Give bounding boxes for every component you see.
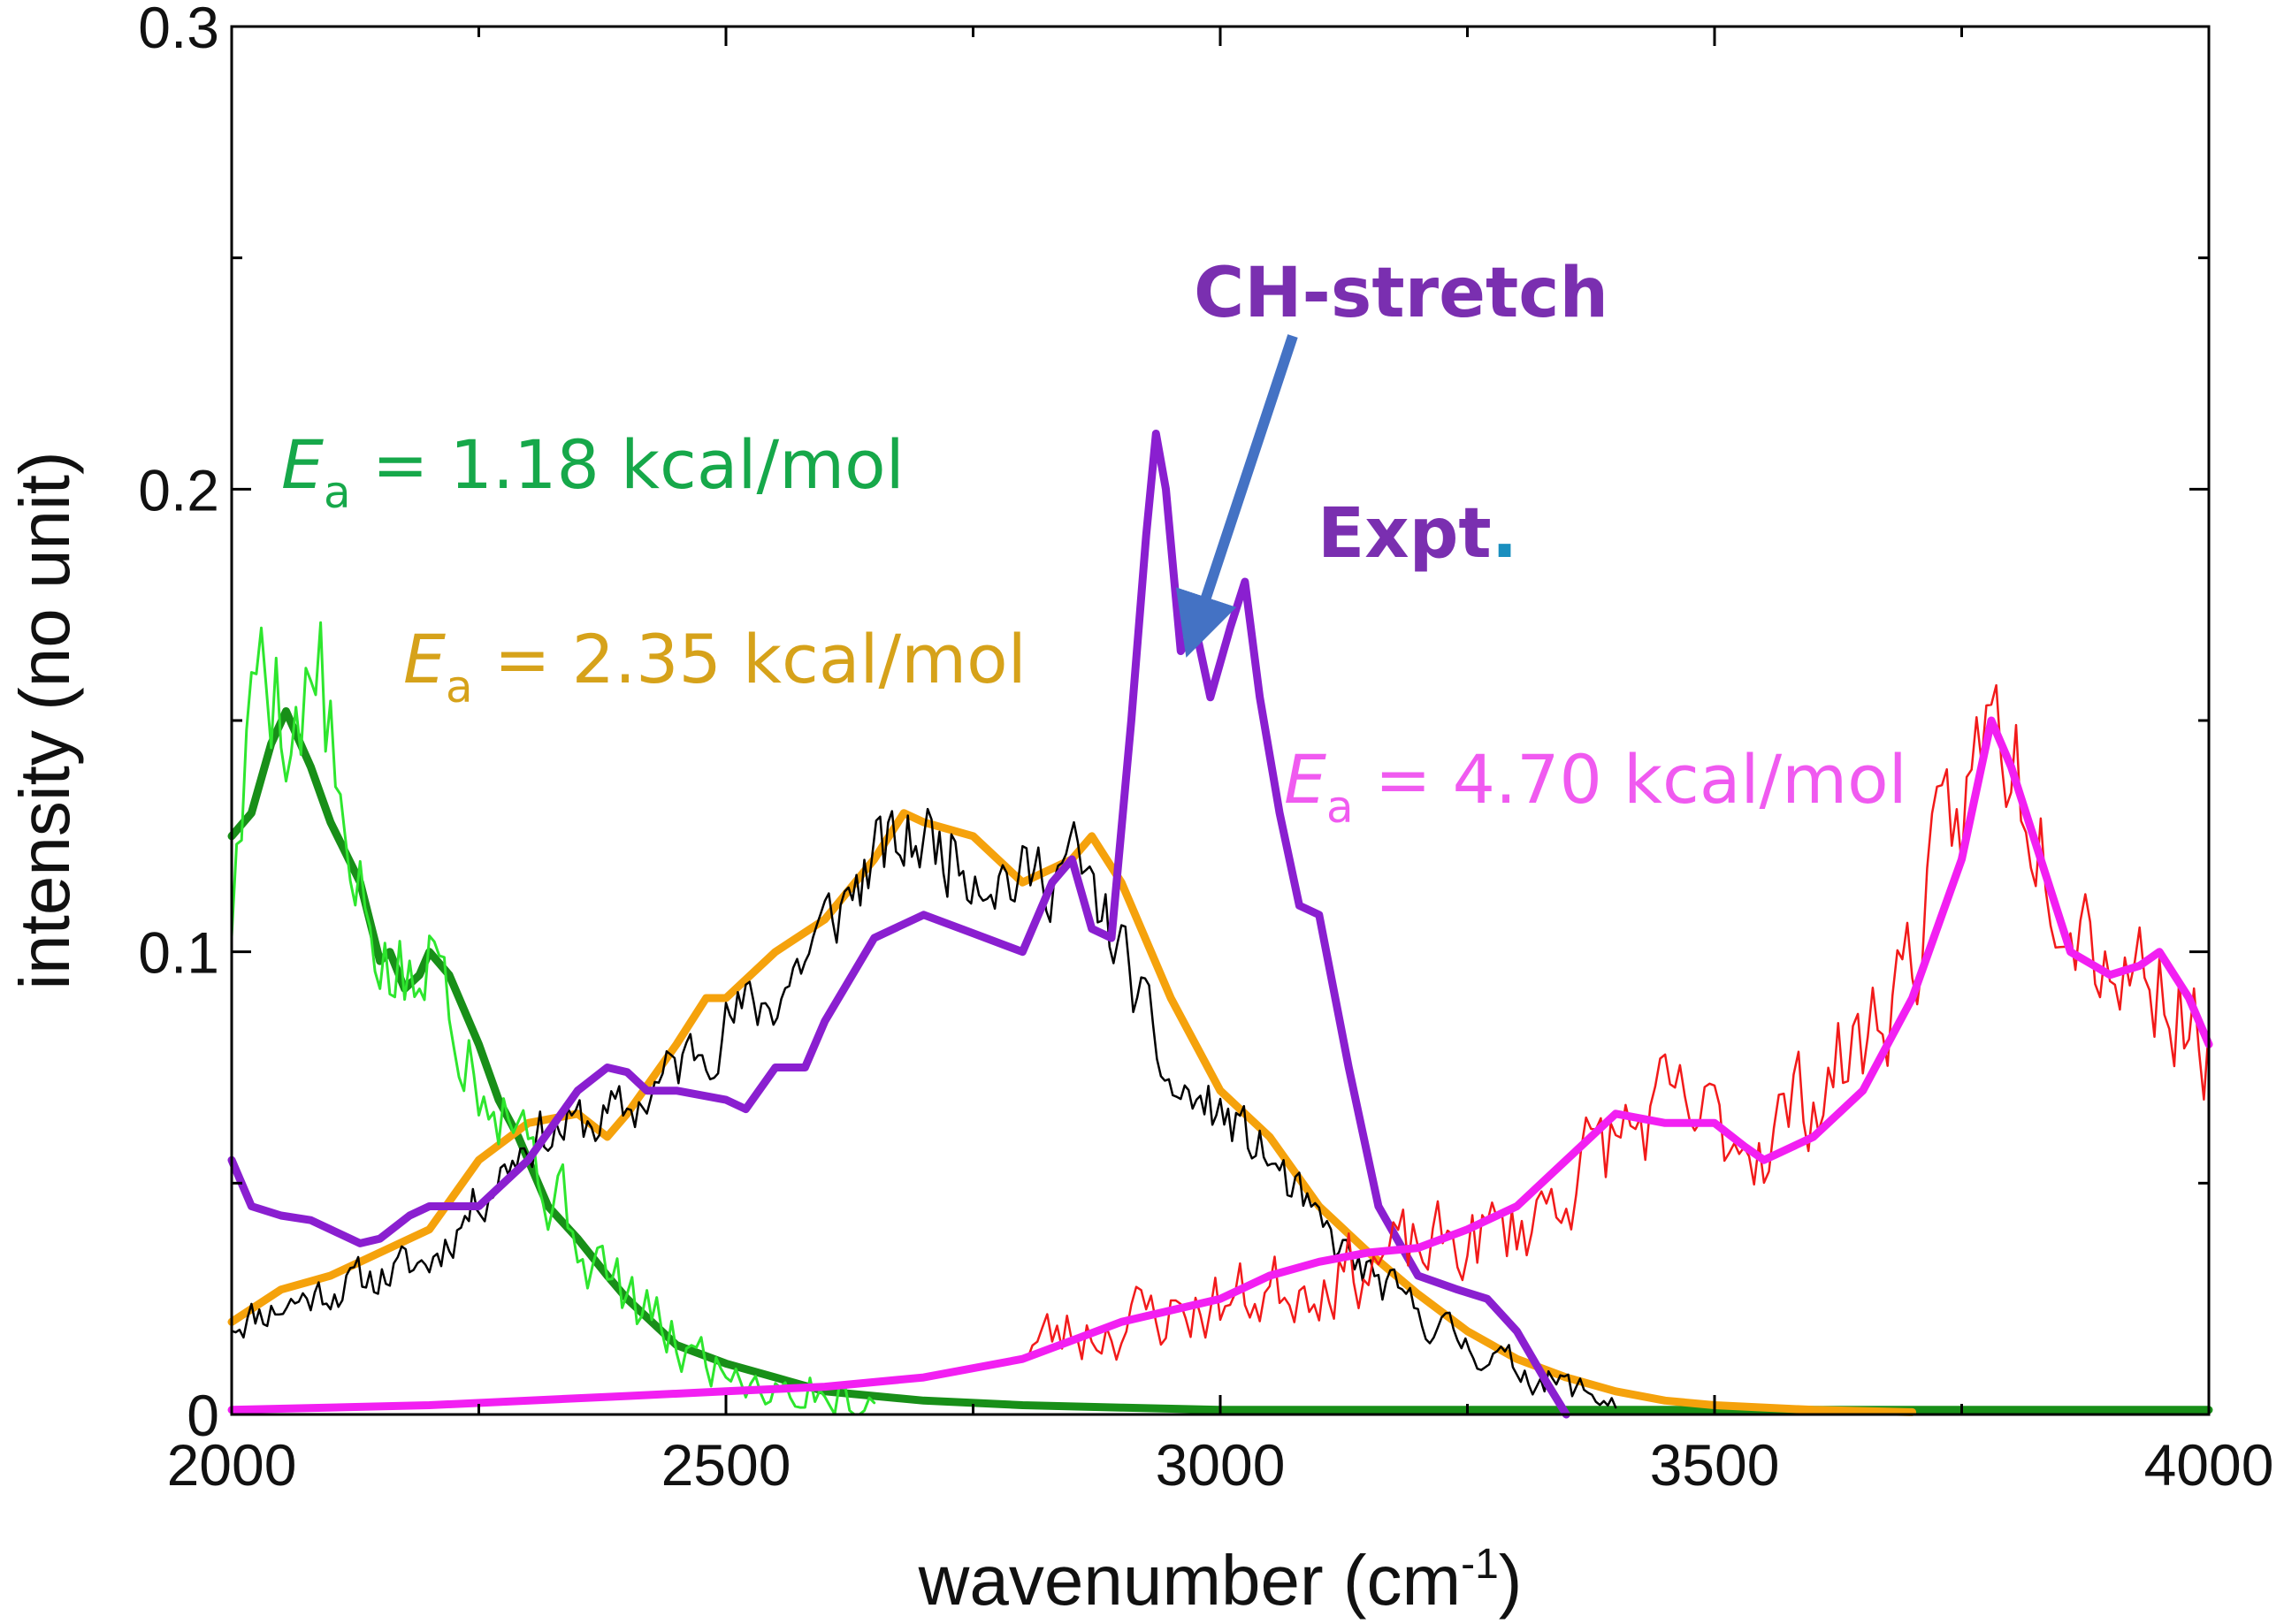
series-line-3	[230, 621, 876, 1416]
y-axis-title: intensity (no unit)	[5, 451, 84, 989]
y-tick-label: 0.1	[138, 920, 219, 986]
series-line-5	[1021, 683, 2211, 1362]
annotation-expt-dot: .	[1492, 494, 1518, 574]
series-line-0	[227, 707, 2213, 1414]
y-tick-label: 0	[187, 1383, 219, 1448]
x-tick-label: 3000	[1156, 1432, 1286, 1498]
annotation-ea-118-subscript: a	[324, 467, 351, 518]
annotation-ea-470-symbol: E	[1284, 740, 1326, 819]
x-axis-title-text: wavenumber (cm	[918, 1541, 1462, 1620]
ch-stretch-arrow	[1175, 334, 1298, 658]
series-line-2	[230, 807, 1617, 1409]
series-line-1	[227, 809, 1917, 1416]
annotation-ea-118-text: = 1.18 kcal/mol	[351, 425, 905, 504]
annotation-ea-470-text: = 4.70 kcal/mol	[1354, 740, 1907, 819]
tick-layer	[230, 25, 2211, 1416]
annotation-ea-470: Ea = 4.70 kcal/mol	[1284, 740, 1907, 833]
annotation-ch-stretch: CH-stretch	[1194, 254, 1608, 333]
y-tick-label: 0.2	[138, 457, 219, 522]
x-tick-label: 4000	[2144, 1432, 2274, 1498]
annotation-ea-470-subscript: a	[1326, 782, 1354, 833]
annotation-ea-235-symbol: E	[403, 620, 446, 698]
x-tick-label: 3500	[1650, 1432, 1780, 1498]
plot-frame	[230, 25, 2211, 1416]
series-line-6	[227, 716, 2213, 1414]
series-line-4	[227, 430, 1570, 1419]
y-tick-label: 0.3	[138, 0, 219, 60]
annotation-ea-118: Ea = 1.18 kcal/mol	[281, 425, 905, 518]
annotation-expt-text: Expt	[1318, 494, 1492, 574]
x-axis-title-superscript: -1	[1461, 1541, 1499, 1588]
annotation-ea-235-subscript: a	[446, 661, 473, 713]
series-layer	[227, 430, 2213, 1419]
x-tick-label: 2500	[661, 1432, 791, 1498]
annotation-ea-235-text: = 2.35 kcal/mol	[473, 620, 1027, 698]
x-axis-title: wavenumber (cm-1)	[918, 1541, 1523, 1620]
tick-label-layer: 2000 2500 3000 3500 4000 0 0.1 0.2 0.3	[138, 0, 2273, 1498]
x-tick-label: 2000	[167, 1432, 297, 1498]
annotation-ea-235: Ea = 2.35 kcal/mol	[403, 620, 1027, 713]
annotation-ea-118-symbol: E	[281, 425, 324, 504]
x-axis-title-close: )	[1499, 1541, 1523, 1620]
annotation-expt: Expt.	[1318, 494, 1517, 574]
